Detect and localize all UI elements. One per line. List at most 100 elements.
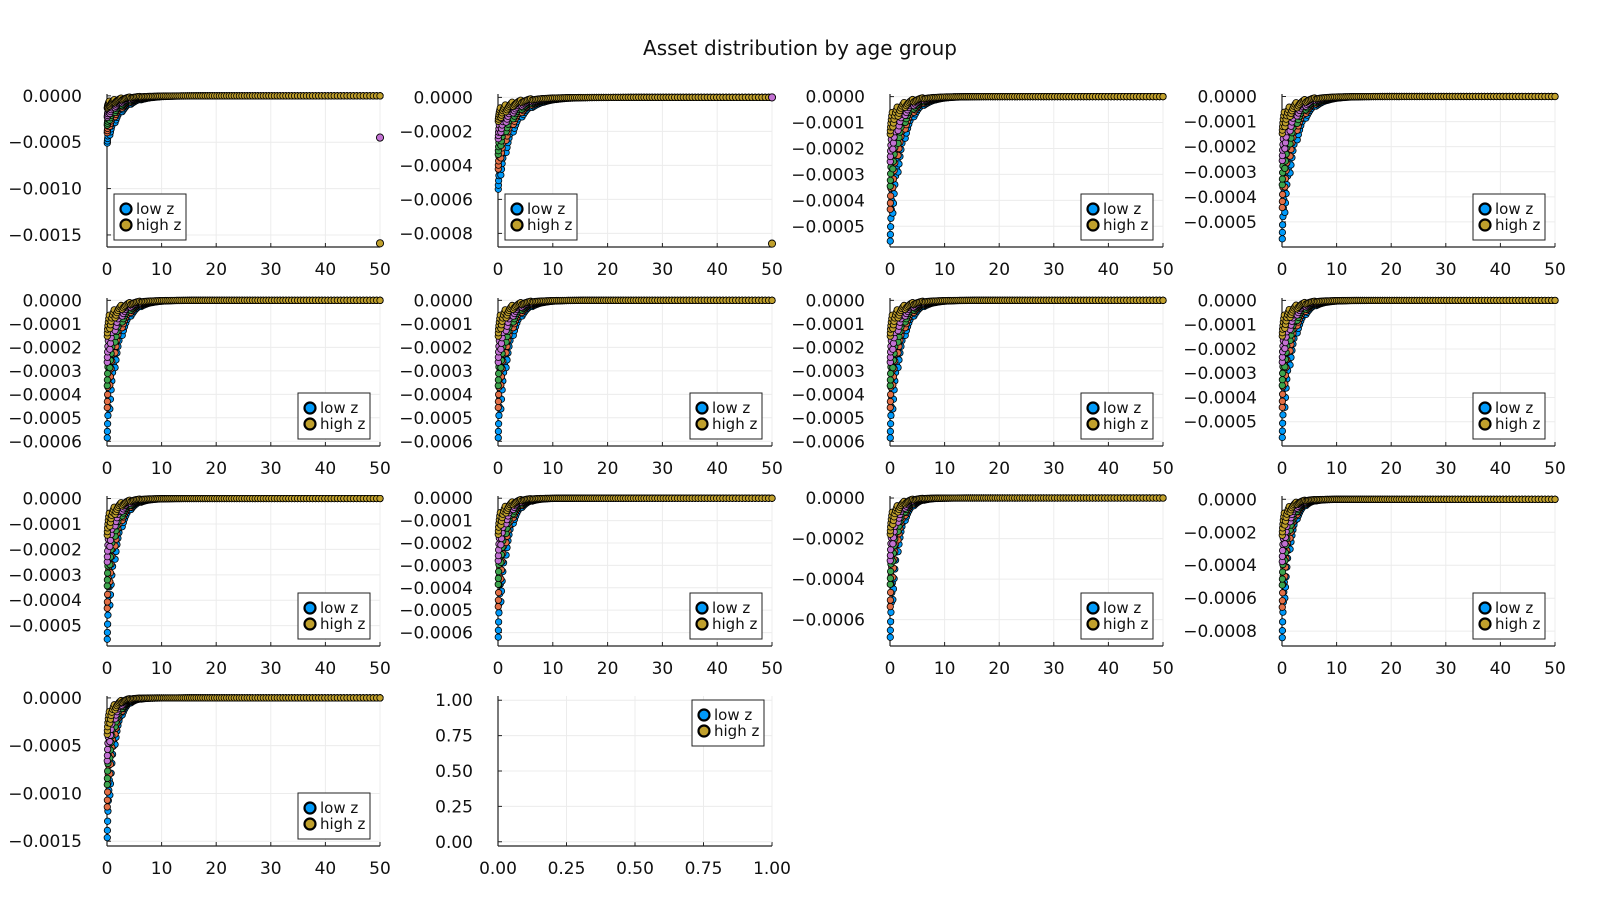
y-tick-label: −0.0006 [399,190,473,210]
data-point [1279,204,1285,210]
outlier-point [376,240,383,247]
y-tick-label: −0.0001 [791,114,865,134]
x-tick-label: 20 [988,260,1010,280]
y-tick-label: 0.0000 [23,291,82,311]
data-point [769,297,775,303]
legend-marker-high-z [1480,220,1491,231]
legend-marker-low-z [1088,204,1099,215]
x-tick-label: 20 [1380,260,1402,280]
x-tick-label: 50 [761,260,783,280]
data-point [887,206,893,212]
legend-marker-low-z [305,403,316,414]
x-tick-label: 50 [1544,459,1566,479]
legend-label-high-z: high z [1103,216,1148,234]
data-point [1160,297,1166,303]
y-tick-label: −0.0004 [1183,388,1257,408]
x-tick-label: 0 [1277,260,1288,280]
x-tick-label: 20 [205,260,227,280]
x-tick-label: 40 [315,260,337,280]
data-point [1279,428,1285,434]
y-tick-label: 0.0000 [414,88,473,108]
y-tick-label: −0.0015 [8,226,82,246]
legend-marker-low-z [121,204,132,215]
data-point [495,370,501,376]
x-tick-label: 40 [315,459,337,479]
data-point [495,421,501,427]
data-point [887,421,893,427]
y-tick-label: −0.0004 [1183,188,1257,208]
data-point [498,346,504,352]
y-tick-label: 0.0000 [1198,291,1257,311]
legend: low zhigh z [1081,393,1153,439]
x-tick-label: 20 [205,459,227,479]
x-tick-label: 50 [1152,459,1174,479]
y-tick-label: −0.0003 [8,362,82,382]
legend-marker-low-z [1088,403,1099,414]
data-point [888,412,894,418]
y-tick-label: −0.0001 [1183,113,1257,133]
y-tick-label: −0.0001 [1183,316,1257,336]
x-tick-label: 30 [1043,459,1065,479]
data-point [496,412,502,418]
x-tick-label: 30 [260,260,282,280]
x-tick-label: 40 [706,459,728,479]
y-tick-label: 0.0000 [23,87,82,107]
y-tick-label: 0.0000 [414,291,473,311]
subplot-5: 0 10 20 30 40 500.0000−0.0001−0.0002−0.0003−0… [8,291,391,479]
legend-label-high-z: high z [1495,216,1540,234]
y-tick-label: −0.0006 [8,432,82,452]
y-tick-label: −0.0001 [399,315,473,335]
legend-marker-high-z [1088,220,1099,231]
legend-marker-low-z [512,204,523,215]
data-point [104,398,110,404]
data-point [887,177,893,183]
x-tick-label: 40 [706,260,728,280]
y-tick-label: −0.0005 [791,409,865,429]
subplot-4: 0 10 20 30 40 500.0000−0.0001−0.0002−0.0003−0… [1183,88,1566,280]
x-tick-label: 10 [151,459,173,479]
y-tick-label: −0.0010 [8,180,82,200]
x-tick-label: 30 [1043,260,1065,280]
data-point [495,435,501,441]
data-point [887,404,893,410]
data-point [107,346,113,352]
subplot-8: 0 10 20 30 40 500.0000−0.0001−0.0002−0.0003−0… [1183,291,1566,479]
data-point [887,391,893,397]
x-tick-label: 10 [151,260,173,280]
y-tick-label: −0.0005 [399,409,473,429]
outlier-point [768,94,775,101]
legend-marker-high-z [697,419,708,430]
data-point [1279,198,1285,204]
y-tick-label: −0.0003 [1183,364,1257,384]
y-tick-label: −0.0001 [791,315,865,335]
y-tick-label: 0.0000 [806,291,865,311]
x-tick-label: 10 [934,260,956,280]
legend-label-high-z: high z [136,216,181,234]
data-point [890,166,896,172]
x-tick-label: 40 [1098,459,1120,479]
x-tick-label: 20 [988,459,1010,479]
x-tick-label: 50 [761,459,783,479]
subplot-3: 0 10 20 30 40 500.0000−0.0001−0.0002−0.0003−0… [791,88,1174,280]
legend-marker-high-z [121,220,132,231]
y-tick-label: −0.0004 [399,385,473,405]
data-point [1279,229,1285,235]
data-point [887,435,893,441]
x-tick-label: 30 [1435,459,1457,479]
x-tick-label: 10 [542,459,564,479]
data-point [890,146,896,152]
y-tick-label: −0.0006 [399,432,473,452]
y-tick-label: −0.0002 [8,338,82,358]
y-tick-label: −0.0002 [1183,340,1257,360]
data-point [1552,93,1558,99]
legend-label-high-z: high z [712,415,757,433]
data-point [1279,222,1285,228]
legend: low zhigh z [1473,194,1545,240]
data-point [1279,176,1285,182]
x-tick-label: 20 [1380,459,1402,479]
subplot-6: 0 10 20 30 40 500.0000−0.0001−0.0002−0.0003−0… [399,291,783,479]
y-tick-label: −0.0004 [8,385,82,405]
y-tick-label: −0.0002 [791,338,865,358]
